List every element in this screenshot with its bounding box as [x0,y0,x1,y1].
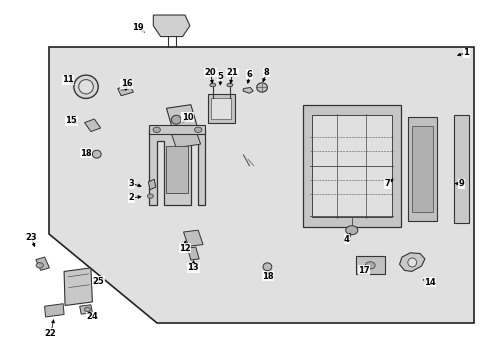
Ellipse shape [209,83,215,87]
Text: 20: 20 [204,68,216,77]
Ellipse shape [84,307,90,312]
Text: 17: 17 [357,266,369,275]
Polygon shape [399,253,424,271]
Polygon shape [80,305,92,314]
Text: 22: 22 [44,329,56,338]
FancyBboxPatch shape [149,125,205,134]
FancyBboxPatch shape [407,117,436,221]
Ellipse shape [153,127,160,132]
Polygon shape [183,230,203,246]
Text: 8: 8 [263,68,269,77]
Ellipse shape [194,127,202,132]
Text: 13: 13 [187,264,199,273]
Ellipse shape [226,83,232,87]
Ellipse shape [263,263,271,271]
Ellipse shape [74,75,98,98]
Ellipse shape [36,263,43,268]
Text: 23: 23 [25,233,37,242]
Text: 12: 12 [179,244,190,253]
Text: 3: 3 [128,179,134,188]
Ellipse shape [79,80,93,94]
Ellipse shape [407,258,416,267]
Polygon shape [166,105,198,134]
Ellipse shape [147,194,153,198]
Polygon shape [49,47,473,323]
Polygon shape [148,179,156,190]
Text: 7: 7 [384,179,389,188]
Text: 10: 10 [181,113,193,122]
FancyBboxPatch shape [166,146,188,193]
Text: 24: 24 [86,312,98,321]
Text: 11: 11 [62,75,74,84]
Text: 14: 14 [423,278,435,287]
Polygon shape [118,85,133,96]
Text: 19: 19 [132,23,144,32]
Ellipse shape [365,262,374,269]
FancyBboxPatch shape [211,98,230,119]
Text: 18: 18 [80,149,92,158]
FancyBboxPatch shape [311,114,391,217]
Text: 18: 18 [262,271,273,280]
Ellipse shape [345,226,357,235]
Ellipse shape [92,150,101,158]
Text: 15: 15 [65,116,77,125]
Polygon shape [187,247,199,260]
FancyBboxPatch shape [207,94,234,123]
Text: 25: 25 [92,276,104,285]
Polygon shape [84,119,101,132]
Polygon shape [64,268,92,306]
Text: 9: 9 [458,179,464,188]
FancyBboxPatch shape [453,116,468,223]
FancyBboxPatch shape [303,105,400,226]
FancyBboxPatch shape [355,256,384,274]
Ellipse shape [256,83,267,92]
Text: 21: 21 [226,68,238,77]
Polygon shape [171,130,200,148]
Polygon shape [153,15,189,37]
Text: 1: 1 [463,48,468,57]
Polygon shape [44,304,64,317]
FancyBboxPatch shape [411,126,432,212]
Text: 4: 4 [343,235,349,244]
Text: 2: 2 [128,193,134,202]
Ellipse shape [171,115,181,124]
Polygon shape [149,130,205,205]
Text: 16: 16 [121,80,132,89]
Text: 5: 5 [217,72,223,81]
Text: 6: 6 [246,70,252,79]
Polygon shape [243,87,253,93]
Polygon shape [36,257,49,270]
